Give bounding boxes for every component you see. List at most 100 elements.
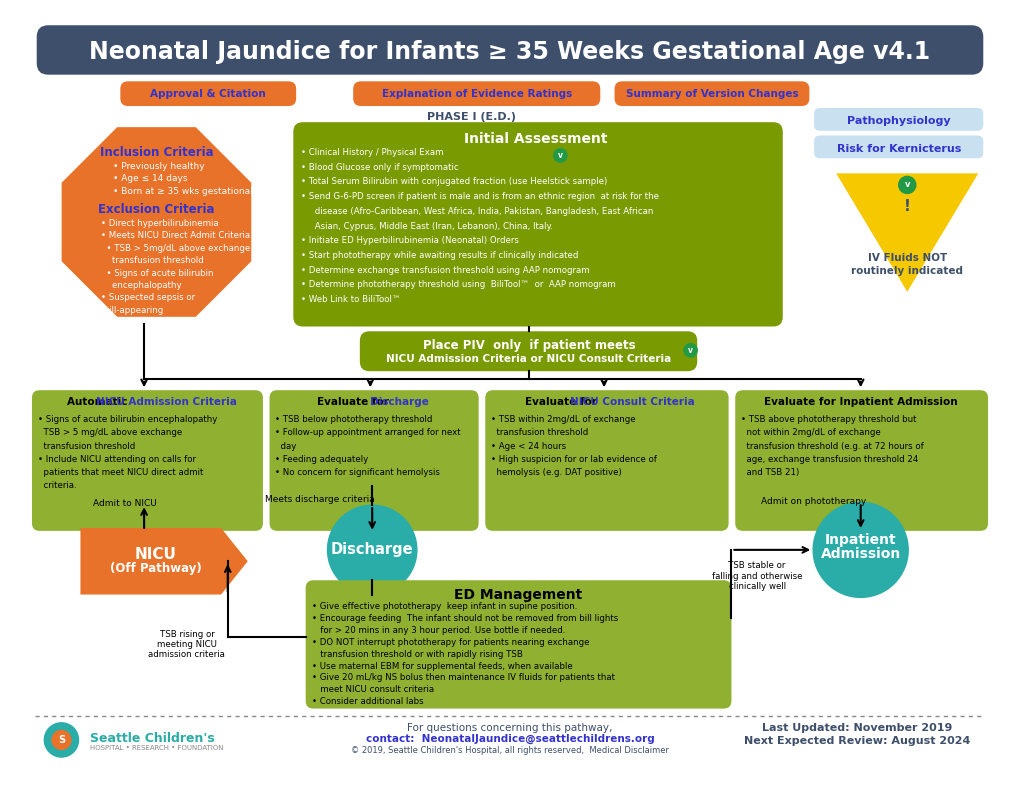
Text: • Determine exchange transfusion threshold using AAP nomogram: • Determine exchange transfusion thresho… [301, 266, 589, 275]
Text: transfusion threshold: transfusion threshold [38, 441, 135, 451]
Text: • Web Link to BiliTool™: • Web Link to BiliTool™ [301, 296, 400, 304]
Text: TSB stable or
falling and otherwise
clinically well: TSB stable or falling and otherwise clin… [711, 561, 802, 591]
FancyBboxPatch shape [37, 25, 982, 75]
Text: • Send G-6-PD screen if patient is male and is from an ethnic region  at risk fo: • Send G-6-PD screen if patient is male … [301, 192, 658, 201]
Text: Automatic: Automatic [67, 397, 131, 407]
Polygon shape [61, 127, 251, 317]
FancyBboxPatch shape [735, 390, 987, 531]
Text: Neonatal Jaundice for Infants ≥ 35 Weeks Gestational Age v4.1: Neonatal Jaundice for Infants ≥ 35 Weeks… [90, 40, 929, 64]
Text: Meets discharge criteria: Meets discharge criteria [265, 495, 374, 504]
Circle shape [44, 723, 78, 757]
Text: Approval & Citation: Approval & Citation [150, 89, 266, 98]
Text: Inpatient: Inpatient [824, 533, 896, 548]
FancyBboxPatch shape [269, 390, 478, 531]
Text: and TSB 21): and TSB 21) [740, 468, 799, 477]
Text: transfusion threshold: transfusion threshold [101, 256, 204, 266]
Text: HOSPITAL • RESEARCH • FOUNDATION: HOSPITAL • RESEARCH • FOUNDATION [90, 745, 223, 751]
Circle shape [52, 730, 71, 749]
Text: criteria.: criteria. [38, 481, 76, 490]
Text: transfusion threshold: transfusion threshold [490, 428, 588, 437]
Text: • Suspected sepsis or: • Suspected sepsis or [101, 293, 196, 303]
Text: • Feeding adequately: • Feeding adequately [275, 455, 368, 464]
Text: • Initiate ED Hyperbilirubinemia (Neonatal) Orders: • Initiate ED Hyperbilirubinemia (Neonat… [301, 236, 519, 245]
Text: • High suspicion for or lab evidence of: • High suspicion for or lab evidence of [490, 455, 656, 464]
Text: ED Management: ED Management [454, 588, 582, 602]
Text: Evaluate for Inpatient Admission: Evaluate for Inpatient Admission [763, 397, 957, 407]
Polygon shape [81, 528, 248, 594]
FancyBboxPatch shape [813, 108, 982, 131]
Text: TSB > 5 mg/dL above exchange: TSB > 5 mg/dL above exchange [38, 428, 181, 437]
Text: NICU Admission Criteria: NICU Admission Criteria [97, 397, 237, 407]
Text: • Use maternal EBM for supplemental feeds, when available: • Use maternal EBM for supplemental feed… [312, 662, 573, 671]
Text: NICU Admission Criteria or NICU Consult Criteria: NICU Admission Criteria or NICU Consult … [386, 354, 671, 364]
Text: v: v [557, 151, 562, 160]
Text: • Include NICU attending on calls for: • Include NICU attending on calls for [38, 455, 196, 464]
Text: age, exchange transfusion threshold 24: age, exchange transfusion threshold 24 [740, 455, 917, 464]
FancyBboxPatch shape [32, 390, 263, 531]
Text: TSB rising or
meeting NICU
admission criteria: TSB rising or meeting NICU admission cri… [149, 630, 225, 660]
Circle shape [327, 505, 417, 594]
Text: contact:  NeonatalJaundice@seattlechildrens.org: contact: NeonatalJaundice@seattlechildre… [365, 734, 654, 745]
Text: Evaluate for: Evaluate for [525, 397, 600, 407]
Text: Initial Assessment: Initial Assessment [464, 132, 606, 146]
Text: • No concern for significant hemolysis: • No concern for significant hemolysis [275, 468, 440, 477]
Text: • Born at ≥ 35 wks gestational age: • Born at ≥ 35 wks gestational age [113, 187, 272, 196]
Text: encephalopathy: encephalopathy [101, 281, 181, 290]
Text: • Meets NICU Direct Admit Criteria: • Meets NICU Direct Admit Criteria [101, 232, 251, 240]
Text: PHASE I (E.D.): PHASE I (E.D.) [427, 112, 516, 121]
Text: Admit on phototherapy: Admit on phototherapy [761, 496, 866, 506]
Text: Inclusion Criteria: Inclusion Criteria [100, 146, 213, 159]
Text: hemolysis (e.g. DAT positive): hemolysis (e.g. DAT positive) [490, 468, 622, 477]
Circle shape [684, 344, 697, 357]
Text: v: v [688, 346, 692, 355]
Text: disease (Afro-Caribbean, West Africa, India, Pakistan, Bangladesh, East African: disease (Afro-Caribbean, West Africa, In… [301, 206, 652, 216]
Text: Summary of Version Changes: Summary of Version Changes [625, 89, 798, 98]
Text: S: S [58, 735, 65, 745]
Text: • Signs of acute bilirubin encephalopathy: • Signs of acute bilirubin encephalopath… [38, 415, 217, 424]
Text: • Follow-up appointment arranged for next: • Follow-up appointment arranged for nex… [275, 428, 461, 437]
Text: • Clinical History / Physical Exam: • Clinical History / Physical Exam [301, 148, 443, 157]
Text: • TSB below phototherapy threshold: • TSB below phototherapy threshold [275, 415, 432, 424]
Circle shape [898, 177, 915, 194]
Text: Discharge: Discharge [330, 542, 413, 557]
Text: • Previously healthy: • Previously healthy [113, 162, 204, 171]
Text: For questions concerning this pathway,: For questions concerning this pathway, [407, 723, 612, 733]
Text: Last Updated: November 2019: Last Updated: November 2019 [761, 723, 951, 733]
Text: • Direct hyperbilirubinemia: • Direct hyperbilirubinemia [101, 219, 219, 229]
Text: NICU: NICU [135, 547, 176, 562]
Text: transfusion threshold or with rapidly rising TSB: transfusion threshold or with rapidly ri… [312, 649, 523, 659]
Text: day: day [275, 441, 297, 451]
Text: • Signs of acute bilirubin: • Signs of acute bilirubin [101, 269, 214, 277]
Text: Risk for Kernicterus: Risk for Kernicterus [836, 143, 960, 154]
Text: Admission: Admission [819, 547, 900, 560]
Text: • Give effective phototherapy  keep infant in supine position.: • Give effective phototherapy keep infan… [312, 602, 577, 611]
Text: • Age ≤ 14 days: • Age ≤ 14 days [113, 174, 187, 184]
Text: • Age < 24 hours: • Age < 24 hours [490, 441, 566, 451]
Text: ill-appearing: ill-appearing [101, 306, 163, 314]
Text: • TSB > 5mg/dL above exchange: • TSB > 5mg/dL above exchange [101, 243, 251, 253]
Text: • Determine phototherapy threshold using  BiliTool™  or  AAP nomogram: • Determine phototherapy threshold using… [301, 281, 615, 289]
Text: Exclusion Criteria: Exclusion Criteria [98, 203, 215, 216]
Text: • Start phototherapy while awaiting results if clinically indicated: • Start phototherapy while awaiting resu… [301, 251, 578, 260]
FancyBboxPatch shape [120, 81, 296, 106]
Text: Explanation of Evidence Ratings: Explanation of Evidence Ratings [381, 89, 572, 98]
Text: Pathophysiology: Pathophysiology [846, 117, 950, 126]
Text: Discharge: Discharge [370, 397, 429, 407]
Text: NICU Consult Criteria: NICU Consult Criteria [570, 397, 694, 407]
FancyBboxPatch shape [360, 331, 697, 371]
FancyBboxPatch shape [293, 122, 782, 326]
Text: Asian, Cyprus, Middle East (Iran, Lebanon), China, Italy.: Asian, Cyprus, Middle East (Iran, Lebano… [301, 221, 552, 231]
FancyBboxPatch shape [613, 81, 808, 106]
Circle shape [553, 149, 567, 162]
Text: routinely indicated: routinely indicated [851, 266, 962, 276]
Text: • Total Serum Bilirubin with conjugated fraction (use Heelstick sample): • Total Serum Bilirubin with conjugated … [301, 177, 606, 186]
Text: Next Expected Review: August 2024: Next Expected Review: August 2024 [743, 736, 969, 746]
Text: • Give 20 mL/kg NS bolus then maintenance IV fluids for patients that: • Give 20 mL/kg NS bolus then maintenanc… [312, 674, 614, 682]
Text: © 2019, Seattle Children's Hospital, all rights reserved,  Medical Disclaimer: © 2019, Seattle Children's Hospital, all… [351, 745, 668, 755]
Text: • DO NOT interrupt phototherapy for patients nearing exchange: • DO NOT interrupt phototherapy for pati… [312, 637, 589, 647]
Text: • Blood Glucose only if symptomatic: • Blood Glucose only if symptomatic [301, 162, 459, 172]
Polygon shape [833, 172, 980, 296]
Text: Seattle Children's: Seattle Children's [90, 732, 214, 745]
Text: • TSB within 2mg/dL of exchange: • TSB within 2mg/dL of exchange [490, 415, 635, 424]
FancyBboxPatch shape [306, 580, 731, 708]
